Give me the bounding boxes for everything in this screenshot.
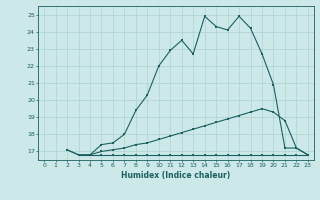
X-axis label: Humidex (Indice chaleur): Humidex (Indice chaleur) [121,171,231,180]
